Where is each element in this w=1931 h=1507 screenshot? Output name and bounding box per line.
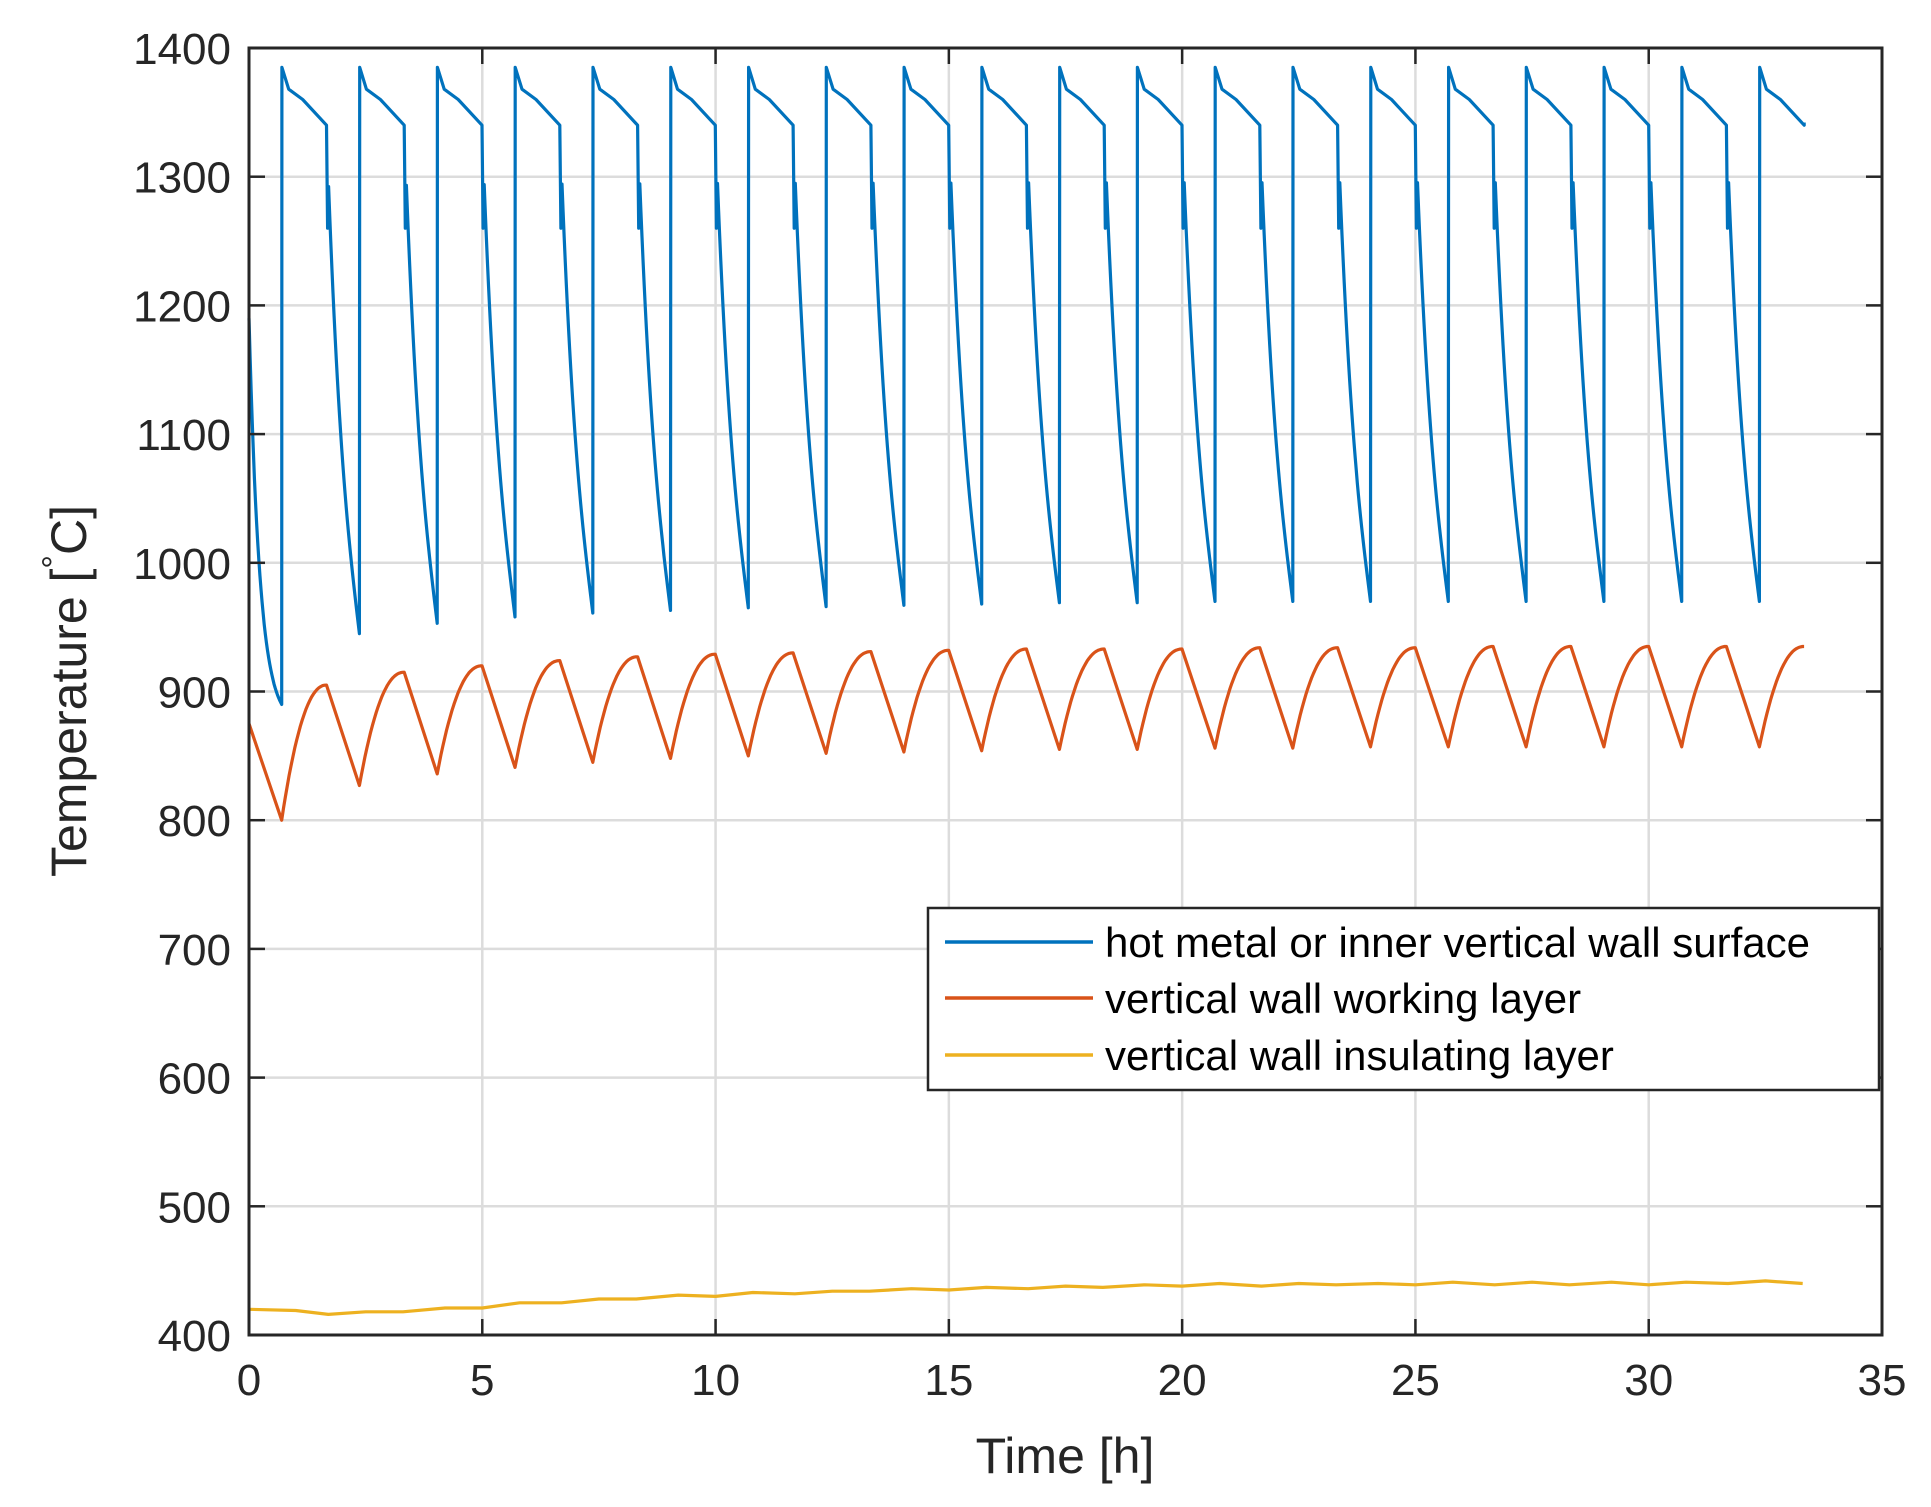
- series-insulating-layer-line: [248, 1279, 1803, 1316]
- y-tick-label: 500: [158, 1183, 231, 1232]
- legend: hot metal or inner vertical wall surface…: [926, 906, 1881, 1092]
- series-hot-metal-line: [247, 65, 1806, 706]
- x-axis-label: Time [h]: [976, 1428, 1155, 1484]
- y-tick-label: 800: [158, 797, 231, 846]
- x-tick-label: 25: [1391, 1356, 1440, 1405]
- x-tick-label: 20: [1158, 1356, 1207, 1405]
- y-tick-label: 1000: [133, 540, 231, 589]
- x-tick-label: 10: [691, 1356, 740, 1405]
- legend-label-working-layer: vertical wall working layer: [1105, 975, 1581, 1022]
- x-tick-label: 35: [1858, 1356, 1907, 1405]
- y-tick-label: 1100: [136, 411, 231, 460]
- y-tick-label: 700: [158, 926, 231, 975]
- series-layer: [247, 65, 1806, 1316]
- y-tick-label: 600: [158, 1055, 231, 1104]
- legend-label-hot-metal: hot metal or inner vertical wall surface: [1105, 919, 1810, 966]
- y-tick-label: 1200: [133, 282, 231, 331]
- y-tick-label: 900: [158, 669, 231, 718]
- axes-box: [247, 46, 1884, 1337]
- legend-label-insulating-layer: vertical wall insulating layer: [1105, 1032, 1614, 1079]
- y-tick-label: 400: [158, 1312, 231, 1361]
- x-tick-label: 15: [924, 1356, 973, 1405]
- x-tick-label: 0: [237, 1356, 261, 1405]
- y-axis-label-degree: °: [36, 555, 74, 569]
- x-tick-label: 30: [1624, 1356, 1673, 1405]
- y-tick-label: 1400: [133, 25, 231, 74]
- y-axis-label-unit: C]: [41, 505, 97, 555]
- x-tick-label: 5: [470, 1356, 494, 1405]
- series-working-layer-line: [247, 644, 1805, 822]
- y-axis-label: Temperature [°C]: [36, 505, 97, 877]
- y-axis-label-main: Temperature [: [41, 568, 97, 877]
- tick-labels: 0 5 10 15 20 25 30 35 400 500 600 700 800 900 1000 1100…: [133, 25, 1906, 1405]
- y-tick-label: 1300: [133, 154, 231, 203]
